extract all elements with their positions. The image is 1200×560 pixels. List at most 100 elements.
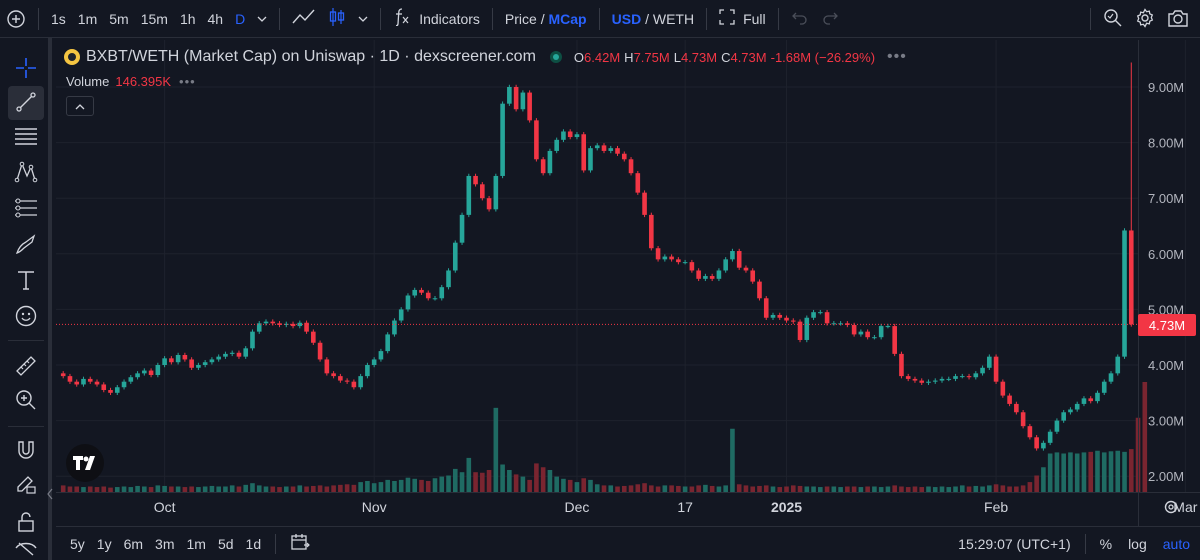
volume-bar (601, 485, 607, 492)
line-chart-type-button[interactable] (286, 0, 322, 38)
stay-drawing-tool[interactable] (8, 468, 44, 502)
undo-button[interactable] (785, 0, 815, 38)
fullscreen-button[interactable]: Full (713, 0, 772, 38)
emoji-tool[interactable] (8, 300, 44, 334)
forecast-tool[interactable] (8, 192, 44, 226)
interval-15m[interactable]: 15m (140, 10, 168, 27)
candle-body (1000, 381, 1006, 396)
candlestick-chart[interactable]: 9.00M 8.00M 7.00M 6.00M 5.00M 4.00M 3.00M 2.00M… (56, 40, 1200, 526)
text-tool[interactable] (8, 264, 44, 298)
range-6m[interactable]: 6m (123, 535, 144, 552)
redo-button[interactable] (815, 0, 845, 38)
candle-body (74, 381, 80, 385)
screenshot-button[interactable] (1161, 0, 1195, 38)
settings-button[interactable] (1129, 0, 1161, 38)
candle-chart-type-button[interactable] (322, 0, 352, 38)
range-1m[interactable]: 1m (186, 535, 206, 552)
low-value: L4.73M (674, 50, 717, 65)
add-symbol-button[interactable] (0, 0, 32, 38)
interval-d[interactable]: D (235, 10, 246, 27)
interval-dropdown-button[interactable] (251, 0, 273, 38)
candle-body (750, 270, 756, 282)
interval-1m[interactable]: 1m (77, 10, 98, 27)
magnet-tool[interactable] (8, 434, 44, 468)
quick-search-button[interactable] (1097, 0, 1129, 38)
candle-body (980, 367, 985, 374)
toolbar-divider (491, 7, 493, 30)
volume-bar (845, 486, 850, 492)
volume-more-icon[interactable]: ••• (179, 74, 196, 89)
candle-body (283, 323, 289, 325)
volume-bar (398, 479, 404, 492)
range-3m[interactable]: 3m (155, 535, 175, 552)
volume-bar (912, 486, 918, 492)
usd-weth-toggle[interactable]: USD / WETH (606, 0, 700, 38)
symbol-title[interactable]: BXBT/WETH (Market Cap) on Uniswap · 1D ·… (86, 48, 536, 65)
camera-icon (1167, 8, 1189, 31)
go-to-date-button[interactable] (284, 533, 316, 554)
lock-drawings-tool[interactable] (8, 506, 44, 540)
candle-body (392, 320, 397, 335)
measure-tool[interactable] (8, 350, 44, 384)
trend-line-tool[interactable] (8, 86, 44, 120)
zoom-tool[interactable] (8, 384, 44, 418)
pattern-tool[interactable] (8, 156, 44, 190)
volume-bar (743, 485, 749, 492)
collapse-toolbar-button[interactable] (46, 486, 54, 502)
toolbar-divider (38, 7, 39, 30)
chart-type-dropdown-button[interactable] (352, 0, 374, 38)
brush-tool[interactable] (8, 228, 44, 262)
price-mcap-toggle[interactable]: Price / MCap (499, 0, 593, 38)
candle-body (439, 287, 445, 299)
more-options-icon[interactable]: ••• (887, 48, 907, 65)
low-number: 4.73M (680, 49, 718, 65)
candle-body (1101, 381, 1107, 393)
x-tick-label: Oct (154, 499, 176, 515)
candle-body (344, 380, 350, 382)
crosshair-tool[interactable] (8, 52, 44, 86)
candle-body (628, 159, 634, 174)
range-5y[interactable]: 5y (70, 535, 85, 552)
range-1y[interactable]: 1y (96, 535, 112, 552)
volume-bar (425, 481, 431, 492)
x-tick-label: Nov (362, 499, 387, 515)
toolbar-divider (279, 7, 281, 30)
toolbar-right (1084, 0, 1195, 38)
candle-body (682, 262, 688, 264)
interval-1s[interactable]: 1s (51, 10, 66, 27)
candle-body (757, 281, 762, 299)
volume-bar (682, 486, 688, 492)
chart-pane[interactable]: 9.00M 8.00M 7.00M 6.00M 5.00M 4.00M 3.00M 2.00M… (56, 40, 1200, 526)
candle-body (824, 312, 830, 324)
candle-body (493, 175, 499, 210)
volume-bar (770, 486, 776, 492)
fib-tool[interactable] (8, 120, 44, 154)
log-scale-toggle[interactable]: log (1128, 535, 1147, 552)
hide-drawings-tool[interactable] (8, 538, 44, 560)
volume-bar (108, 487, 113, 492)
interval-4h[interactable]: 4h (207, 10, 224, 27)
axis-settings-icon[interactable] (1164, 500, 1178, 514)
indicators-button[interactable]: Indicators (387, 0, 486, 38)
change-number: -1.68M (−26.29%) (770, 49, 876, 65)
interval-1h[interactable]: 1h (179, 10, 196, 27)
candle-body (953, 376, 958, 379)
candle-body (689, 262, 695, 271)
y-tick-label: 3.00M (1148, 414, 1184, 429)
auto-scale-toggle[interactable]: auto (1162, 535, 1190, 552)
range-1d[interactable]: 1d (245, 535, 262, 552)
clock-time[interactable]: 15:29:07 (UTC+1) (958, 535, 1071, 552)
candlestick-icon (328, 7, 346, 30)
range-5d[interactable]: 5d (217, 535, 234, 552)
interval-5m[interactable]: 5m (109, 10, 129, 27)
volume-bar (351, 484, 357, 492)
candle-body (534, 120, 539, 160)
volume-bar (1128, 449, 1134, 492)
tradingview-logo-icon[interactable] (66, 444, 104, 482)
volume-bar (114, 487, 120, 492)
lock-icon (14, 510, 38, 537)
volume-bar (797, 485, 803, 492)
candle-body (196, 365, 201, 368)
percent-scale-toggle[interactable]: % (1099, 535, 1113, 552)
collapse-legend-button[interactable] (66, 96, 94, 116)
